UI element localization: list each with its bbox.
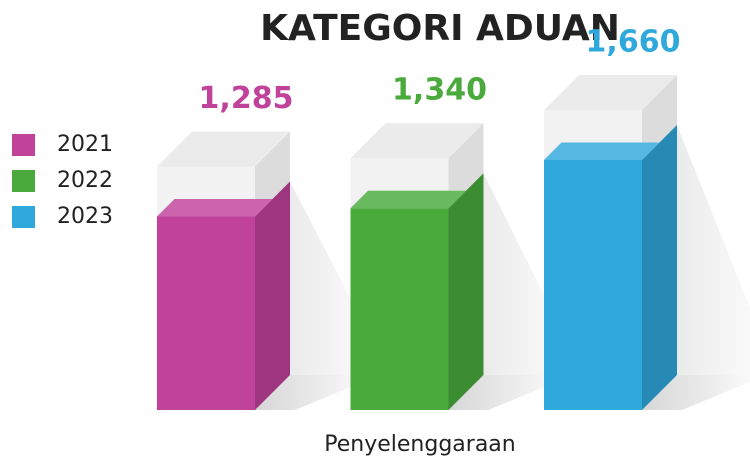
bar-top-light <box>157 198 273 217</box>
bar-side-shade <box>448 173 484 410</box>
bar-front <box>157 216 255 410</box>
bar-top <box>350 190 466 209</box>
bar-shadow <box>483 173 584 375</box>
legend-swatch <box>12 134 35 156</box>
legend-label: 2022 <box>57 168 113 193</box>
bar-side <box>448 173 484 410</box>
ghost-side <box>255 131 290 217</box>
bar-front <box>544 160 642 410</box>
ghost-side <box>448 123 484 209</box>
bar <box>544 125 677 410</box>
data-label: 1,340 <box>392 73 487 108</box>
bar-top <box>157 198 273 217</box>
bar-shadow <box>255 375 380 410</box>
bar <box>350 173 484 410</box>
bar-top-light <box>544 142 660 160</box>
bar-side-shade <box>255 181 290 410</box>
legend-label: 2021 <box>57 132 113 157</box>
data-label: 1,660 <box>586 25 681 60</box>
bar <box>157 181 290 410</box>
bar-shadow <box>642 375 750 410</box>
ghost-side <box>642 75 677 160</box>
legend-label: 2023 <box>57 204 113 229</box>
bar-top <box>544 142 660 160</box>
data-label: 1,285 <box>199 81 294 116</box>
legend-swatch <box>12 170 35 192</box>
ghost-top <box>350 123 484 159</box>
chart-title: KATEGORI ADUAN <box>260 8 620 49</box>
bar-shadow <box>677 125 750 375</box>
bar-shadow <box>448 375 574 410</box>
bar-side <box>255 181 290 410</box>
ghost-top <box>544 75 677 110</box>
bar-front <box>350 208 449 410</box>
ghost-top <box>157 131 290 167</box>
x-tick-label: Penyelenggaraan <box>324 432 515 457</box>
bar-side <box>642 125 677 410</box>
legend-swatch <box>12 206 35 228</box>
bar-side-shade <box>642 125 677 410</box>
bar-top-light <box>350 190 466 209</box>
